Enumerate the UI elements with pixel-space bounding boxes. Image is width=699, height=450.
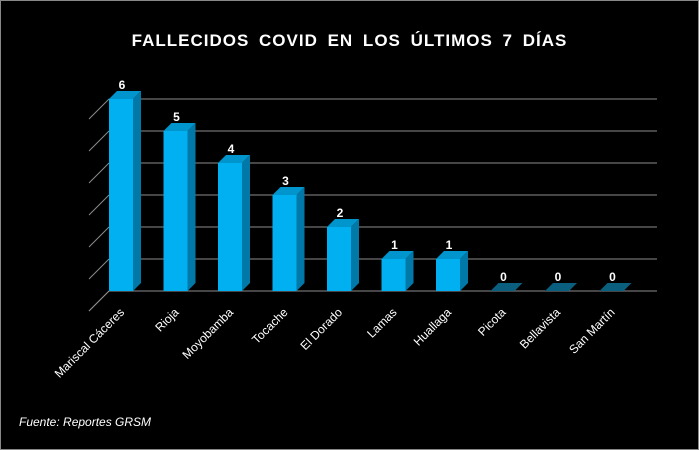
bar-flat xyxy=(490,283,523,291)
bar-top xyxy=(218,155,250,163)
gridline-slant xyxy=(88,226,110,248)
bar-side xyxy=(460,251,468,291)
bar-side xyxy=(133,91,141,291)
bar xyxy=(327,227,351,291)
bar-top xyxy=(381,251,414,259)
category-label: San Martín xyxy=(566,305,617,356)
bar xyxy=(218,163,242,291)
data-label: 6 xyxy=(119,78,126,92)
category-label: El Dorado xyxy=(297,305,345,353)
gridline-slant xyxy=(88,258,110,280)
category-label: Moyobamba xyxy=(180,305,237,362)
bar-side xyxy=(296,187,305,291)
category-label: Picota xyxy=(475,305,509,339)
category-label: Tocache xyxy=(249,305,291,347)
gridline-slant xyxy=(88,162,110,184)
category-label: Lamas xyxy=(364,305,399,340)
bar-side xyxy=(242,155,250,291)
bar-top xyxy=(327,219,359,227)
category-label: Bellavista xyxy=(517,305,563,351)
data-label: 5 xyxy=(173,110,180,124)
data-label: 0 xyxy=(609,270,616,284)
bar-side xyxy=(405,251,414,291)
category-label: Huallaga xyxy=(411,305,455,349)
floor-edge xyxy=(88,290,110,312)
bar xyxy=(381,259,406,291)
bar xyxy=(272,195,297,291)
bar-side xyxy=(187,123,196,291)
data-label: 2 xyxy=(337,206,344,220)
chart-title: FALLECIDOS COVID EN LOS ÚLTIMOS 7 DÍAS xyxy=(131,31,568,50)
source-note: Fuente: Reportes GRSM xyxy=(19,415,152,429)
bar-top xyxy=(109,91,141,99)
gridline-slant xyxy=(88,130,110,152)
data-label: 1 xyxy=(446,238,453,252)
gridline-slant xyxy=(88,98,110,120)
bar-flat xyxy=(545,283,577,291)
category-label: Mariscal Cáceres xyxy=(52,305,127,380)
gridline-slant xyxy=(88,194,110,216)
data-label: 3 xyxy=(282,174,289,188)
bar xyxy=(109,99,133,291)
bar-side xyxy=(351,219,359,291)
bar xyxy=(163,131,188,291)
data-label: 0 xyxy=(555,270,562,284)
bar-top xyxy=(163,123,196,131)
bar-top xyxy=(436,251,468,259)
bar-flat xyxy=(599,283,632,291)
bar-top xyxy=(272,187,305,195)
data-label: 4 xyxy=(228,142,235,156)
bar xyxy=(436,259,460,291)
category-label: Rioja xyxy=(152,305,181,334)
data-label: 1 xyxy=(391,238,398,252)
data-label: 0 xyxy=(500,270,507,284)
